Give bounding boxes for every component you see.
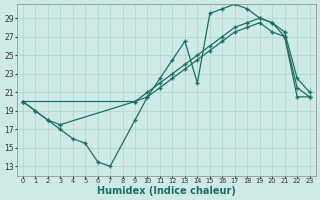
X-axis label: Humidex (Indice chaleur): Humidex (Indice chaleur)	[97, 186, 236, 196]
